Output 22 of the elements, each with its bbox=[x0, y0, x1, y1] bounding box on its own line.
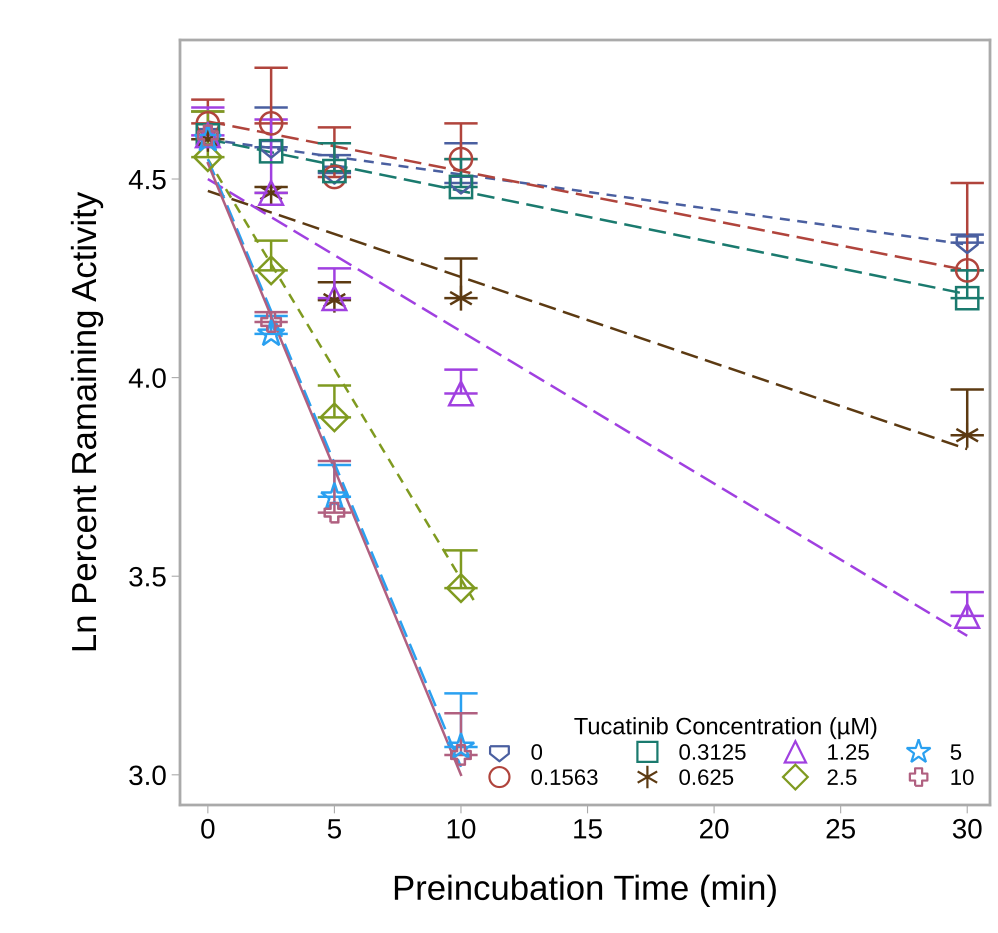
x-tick-label: 5 bbox=[328, 819, 341, 839]
x-tick-label: 0 bbox=[201, 818, 214, 839]
y-tick-label: 3.0 bbox=[129, 765, 166, 786]
x-tick-label: 15 bbox=[574, 819, 602, 839]
x-tick-label: 25 bbox=[826, 818, 855, 839]
legend-title: Tucatinib Concentration (µM) bbox=[574, 717, 876, 740]
legend-label: 0.625 bbox=[679, 769, 734, 786]
legend-label: 0 bbox=[531, 744, 542, 760]
y-tick-label: 4.5 bbox=[128, 170, 166, 190]
x-axis-title: Preincubation Time (min) bbox=[394, 874, 776, 907]
x-tick-label: 10 bbox=[448, 818, 476, 839]
legend-label: 2.5 bbox=[828, 769, 856, 786]
y-axis-title: Ln Percent Ramaining Activity bbox=[70, 192, 104, 650]
legend-label: 5 bbox=[950, 744, 962, 760]
legend-label: 10 bbox=[951, 769, 974, 786]
legend-label: 0.3125 bbox=[679, 744, 746, 760]
y-tick-label: 3.5 bbox=[129, 566, 166, 587]
x-tick-label: 20 bbox=[700, 818, 728, 839]
legend-label: 0.1563 bbox=[531, 769, 598, 786]
legend-label: 1.25 bbox=[828, 744, 869, 760]
y-tick-label: 4.0 bbox=[128, 368, 166, 388]
x-tick-label: 30 bbox=[952, 818, 982, 839]
